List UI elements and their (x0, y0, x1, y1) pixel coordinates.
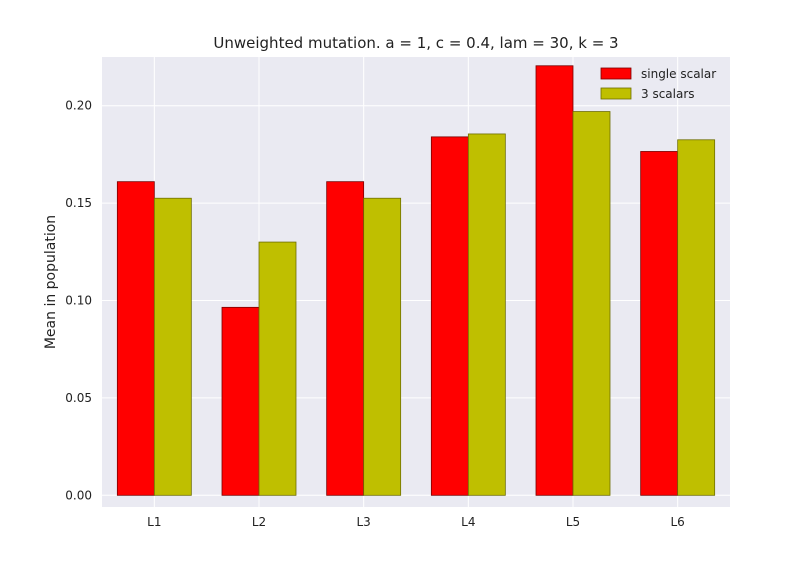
bar-3-scalars-L6 (677, 139, 716, 496)
x-tick-label: L4 (461, 515, 475, 529)
y-axis-label: Mean in population (43, 215, 59, 349)
bar-single-scalar-L4 (430, 136, 469, 496)
bar-3-scalars-L3 (363, 197, 402, 496)
chart-title: Unweighted mutation. a = 1, c = 0.4, lam… (213, 34, 618, 52)
bar-3-scalars-L2 (258, 241, 297, 496)
y-tick-label: 0.10 (65, 294, 92, 308)
x-tick-label: L3 (357, 515, 371, 529)
bar-single-scalar-L5 (535, 65, 574, 496)
legend-label: single scalar (641, 67, 716, 81)
bar-3-scalars-L1 (153, 197, 192, 496)
legend-label: 3 scalars (641, 87, 695, 101)
y-tick-labels: 0.00 0.05 0.10 0.15 0.20 (65, 99, 92, 503)
bar-single-scalar-L6 (640, 151, 679, 496)
bars-layer (116, 65, 716, 496)
bar-single-scalar-L3 (326, 181, 365, 496)
bar-3-scalars-L4 (467, 133, 506, 496)
bar-3-scalars-L5 (572, 111, 611, 496)
bar-single-scalar-L1 (116, 181, 155, 496)
legend-swatch (600, 87, 632, 100)
x-tick-labels: L1 L2 L3 L4 L5 L6 (147, 515, 685, 529)
legend-swatch (600, 67, 632, 80)
plot-area (102, 57, 730, 507)
x-tick-label: L1 (147, 515, 161, 529)
y-tick-label: 0.05 (65, 391, 92, 405)
y-tick-label: 0.15 (65, 196, 92, 210)
x-tick-label: L2 (252, 515, 266, 529)
x-tick-label: L5 (566, 515, 580, 529)
y-tick-label: 0.00 (65, 488, 92, 502)
bar-single-scalar-L2 (221, 306, 260, 496)
legend: single scalar 3 scalars (600, 67, 716, 101)
y-tick-label: 0.20 (65, 99, 92, 113)
x-tick-label: L6 (671, 515, 685, 529)
